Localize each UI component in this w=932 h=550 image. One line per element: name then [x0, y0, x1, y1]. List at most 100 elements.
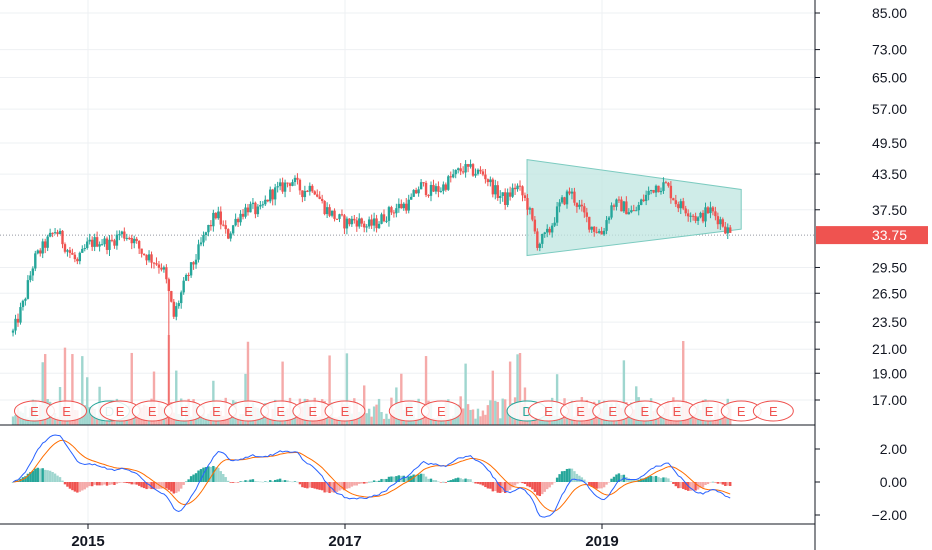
candle-body	[113, 240, 116, 246]
candle-body	[466, 164, 470, 167]
event-marker-label: E	[116, 404, 125, 419]
candle-body	[306, 190, 309, 192]
candle-body	[293, 177, 297, 183]
candle-body	[481, 171, 485, 175]
macd-histogram-bar	[484, 482, 487, 488]
macd-histogram-bar	[88, 482, 91, 487]
candle-body	[706, 207, 710, 214]
volume-bar	[481, 410, 485, 425]
macd-histogram-bar	[291, 481, 294, 483]
candle-body	[674, 200, 678, 205]
candle-body	[622, 201, 626, 212]
volume-bar	[236, 417, 240, 425]
candle-body	[570, 191, 574, 194]
macd-histogram-bar	[533, 482, 537, 492]
macd-histogram-bar	[68, 482, 72, 489]
candle-body	[612, 205, 616, 207]
volume-bar	[560, 417, 564, 425]
candle-body	[19, 307, 22, 323]
macd-histogram-bar	[199, 469, 203, 482]
macd-histogram-bar	[372, 480, 376, 482]
macd-histogram-bar	[118, 482, 121, 483]
volume-bar	[335, 417, 339, 425]
candle-body	[385, 220, 388, 222]
candle-body	[528, 208, 532, 210]
candle-body	[647, 190, 650, 195]
candle-body	[607, 217, 611, 221]
candle-body	[469, 164, 472, 167]
volume-bar	[51, 417, 54, 425]
candle-body	[88, 239, 91, 242]
candle-body	[76, 259, 79, 262]
candle-body	[605, 220, 608, 231]
event-marker-label: E	[30, 404, 39, 419]
candle-body	[452, 174, 455, 178]
volume-bar	[197, 415, 200, 425]
macd-histogram-bar	[51, 472, 54, 482]
macd-histogram-bar	[724, 482, 727, 486]
candle-body	[355, 220, 358, 227]
candle-body	[66, 250, 69, 252]
macd-histogram-bar	[150, 482, 153, 490]
candle-body	[533, 219, 537, 232]
macd-histogram-bar	[56, 475, 59, 482]
candle-body	[229, 233, 232, 239]
macd-histogram-bar	[600, 482, 603, 489]
candle-body	[588, 216, 591, 230]
price-tick-label: 21.00	[872, 341, 907, 357]
candle-body	[558, 202, 561, 207]
candle-body	[271, 189, 274, 200]
macd-histogram-bar	[345, 482, 349, 489]
macd-histogram-bar	[209, 466, 213, 482]
candle-body	[541, 233, 544, 244]
candle-body	[219, 211, 222, 225]
macd-histogram-bar	[516, 482, 519, 484]
candle-body	[689, 215, 692, 217]
candle-body	[318, 196, 321, 199]
macd-histogram-bar	[414, 474, 418, 482]
macd-histogram-bar	[602, 482, 606, 488]
volume-bar	[71, 354, 74, 425]
candle-body	[56, 232, 59, 235]
macd-histogram-bar	[155, 482, 158, 489]
candle-body	[484, 174, 487, 180]
macd-histogram-bar	[219, 471, 222, 482]
macd-histogram-bar	[83, 482, 86, 490]
candle-body	[118, 234, 121, 236]
macd-histogram-bar	[397, 475, 401, 482]
macd-histogram-bar	[187, 479, 190, 482]
macd-histogram-bar	[278, 478, 282, 482]
volume-bar	[370, 416, 373, 425]
macd-histogram-bar	[98, 482, 101, 486]
candle-body	[311, 185, 314, 192]
macd-histogram-bar	[536, 482, 539, 496]
volume-bar	[499, 418, 502, 425]
candle-body	[288, 183, 292, 186]
candle-body	[108, 239, 111, 250]
candle-body	[291, 182, 294, 186]
candle-body	[726, 227, 729, 234]
grid	[0, 0, 815, 524]
price-tick-label: 65.00	[872, 70, 907, 86]
candle-body	[531, 208, 534, 220]
macd-histogram-bar	[365, 482, 368, 484]
macd-histogram-bar	[449, 480, 452, 482]
macd-histogram-bar	[370, 481, 373, 483]
candle-body	[152, 262, 156, 264]
macd-histogram-bar	[573, 471, 576, 482]
candle-body	[630, 210, 633, 213]
candle-body	[128, 237, 131, 239]
volume-bar	[466, 404, 470, 425]
volume-bar	[135, 411, 138, 425]
candle-body	[167, 279, 171, 292]
candle-body	[615, 199, 618, 207]
macd-histogram-bar	[175, 482, 178, 493]
candle-body	[593, 226, 596, 232]
candle-body	[417, 189, 420, 194]
candle-body	[254, 202, 257, 215]
price-tick-label: 29.50	[872, 259, 907, 275]
volume-bar	[501, 398, 504, 425]
macd-histogram-bar	[110, 482, 114, 485]
macd-histogram-bar	[229, 482, 232, 483]
